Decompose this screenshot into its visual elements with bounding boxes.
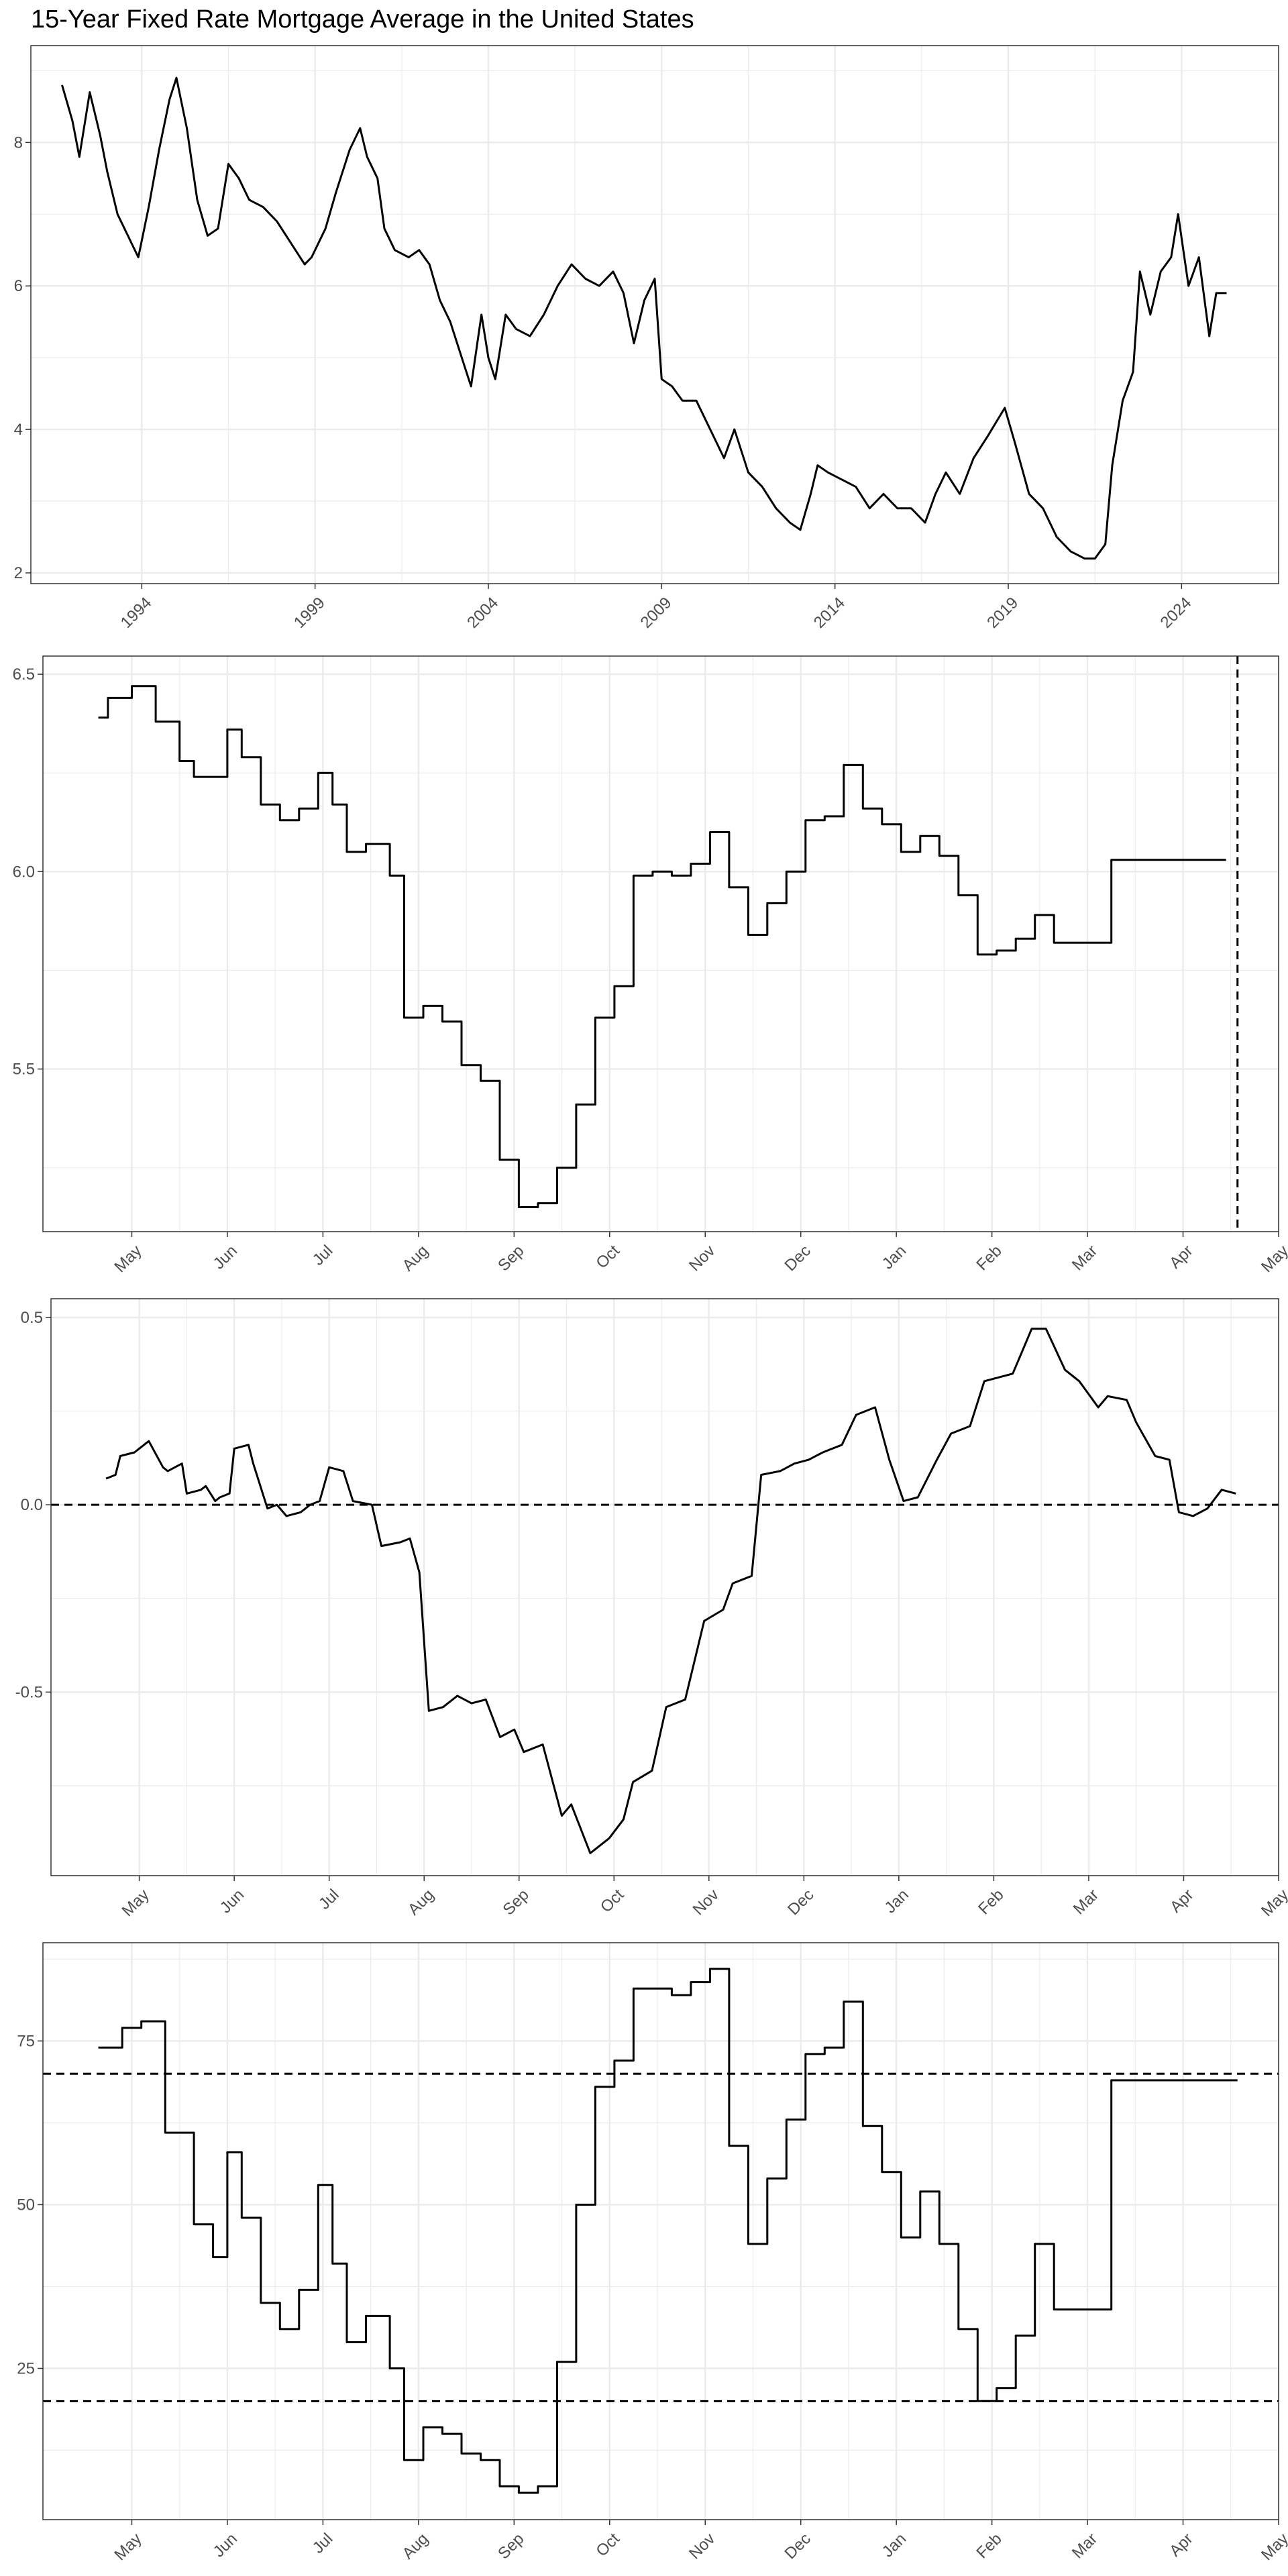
y-tick-label: 0.5 — [21, 1309, 43, 1327]
series-line — [61, 76, 1227, 560]
x-tick-label: Jun — [210, 2530, 241, 2561]
x-tick-label: Mar — [1069, 2530, 1101, 2562]
plot-background — [43, 1943, 1279, 2520]
x-tick-label: Dec — [784, 1886, 817, 1919]
x-tick-label: Sep — [494, 1242, 527, 1275]
x-tick-label: 2014 — [810, 594, 849, 632]
x-tick-label: May — [119, 1886, 153, 1920]
x-tick-label: Aug — [405, 1886, 437, 1919]
y-tick-label: 6 — [14, 277, 23, 295]
x-tick-label: Oct — [597, 1886, 628, 1917]
y-tick-label: 50 — [17, 2196, 35, 2214]
plot-background — [51, 1299, 1279, 1876]
panel-border — [42, 655, 1279, 1232]
x-tick-label: May — [1258, 1242, 1288, 1276]
x-tick-label: 1999 — [290, 594, 329, 632]
x-tick-label: 2009 — [637, 594, 676, 632]
x-tick-label: Apr — [1166, 1242, 1197, 1273]
x-tick-label: Jul — [315, 1886, 343, 1913]
x-tick-label: Nov — [690, 1886, 722, 1919]
y-tick-label: 6.0 — [13, 863, 35, 881]
x-tick-label: 1994 — [117, 594, 156, 632]
y-tick-label: 75 — [17, 2032, 35, 2050]
x-tick-label: Dec — [782, 2530, 814, 2563]
panel-rsi: 25 50 75 May Jun Jul Aug Sep Oct Nov Dec Jan Feb Mar A… — [17, 1942, 1288, 2564]
y-tick-label: 6.5 — [13, 665, 35, 684]
panel-rate-recent: 5.5 6.0 6.5 May Jun Jul Aug Sep Oct Nov Dec Jan Feb M… — [13, 655, 1288, 1276]
y-tick-label: 4 — [14, 421, 23, 439]
x-tick-label: Feb — [975, 1886, 1007, 1918]
x-tick-label: 2024 — [1157, 594, 1195, 632]
x-tick-label: May — [1258, 1886, 1288, 1920]
panel-border — [30, 45, 1279, 584]
x-tick-label: Dec — [782, 1242, 814, 1275]
x-tick-label: Jan — [879, 2530, 910, 2561]
y-tick-label: 8 — [14, 133, 23, 152]
x-tick-label: 2019 — [983, 594, 1022, 632]
x-tick-label: May — [1258, 2530, 1288, 2564]
x-tick-label: Jul — [309, 1242, 337, 1269]
x-tick-label: Nov — [686, 2530, 718, 2563]
x-tick-label: Aug — [399, 1242, 432, 1275]
panel-border — [50, 1298, 1279, 1876]
x-tick-label: Jun — [210, 1242, 241, 1273]
x-tick-label: Feb — [973, 1242, 1005, 1274]
x-tick-label: Sep — [494, 2530, 527, 2563]
x-tick-label: Sep — [500, 1886, 533, 1919]
x-tick-label: Mar — [1070, 1886, 1102, 1918]
y-tick-label: 2 — [14, 564, 23, 582]
x-tick-label: Nov — [686, 1242, 718, 1275]
x-tick-label: Aug — [399, 2530, 432, 2563]
panel-border — [42, 1942, 1279, 2520]
x-tick-label: Oct — [592, 2530, 623, 2561]
x-tick-label: 2004 — [464, 594, 502, 632]
x-tick-label: Oct — [592, 1242, 623, 1273]
plot-background — [43, 656, 1279, 1232]
y-tick-label: 0.0 — [21, 1496, 43, 1514]
panel-rate-change: -0.5 0.0 0.5 May Jun Jul Aug Sep Oct Nov Dec Jan Feb… — [15, 1298, 1288, 1920]
x-tick-label: May — [111, 1242, 145, 1276]
chart-title: 15-Year Fixed Rate Mortgage Average in t… — [31, 5, 694, 34]
y-tick-label: 25 — [17, 2360, 35, 2378]
plot-background — [31, 46, 1279, 584]
y-tick-label: 5.5 — [13, 1061, 35, 1079]
panel-rate-history: 2 4 6 8 1994 1999 2004 2009 2014 2019 2024 — [14, 45, 1279, 632]
series-line — [98, 1968, 1238, 2494]
x-tick-label: Mar — [1069, 1242, 1101, 1274]
y-tick-label: -0.5 — [15, 1683, 43, 1701]
series-line — [105, 1328, 1236, 1854]
x-tick-label: Apr — [1167, 1886, 1197, 1917]
x-tick-label: Feb — [973, 2530, 1005, 2562]
x-tick-label: Jun — [217, 1886, 248, 1917]
x-tick-label: Jan — [881, 1886, 912, 1917]
x-tick-label: May — [111, 2530, 145, 2564]
series-line — [98, 685, 1226, 1208]
x-tick-label: Jul — [309, 2530, 337, 2557]
x-tick-label: Jan — [879, 1242, 910, 1273]
x-tick-label: Apr — [1166, 2530, 1197, 2561]
